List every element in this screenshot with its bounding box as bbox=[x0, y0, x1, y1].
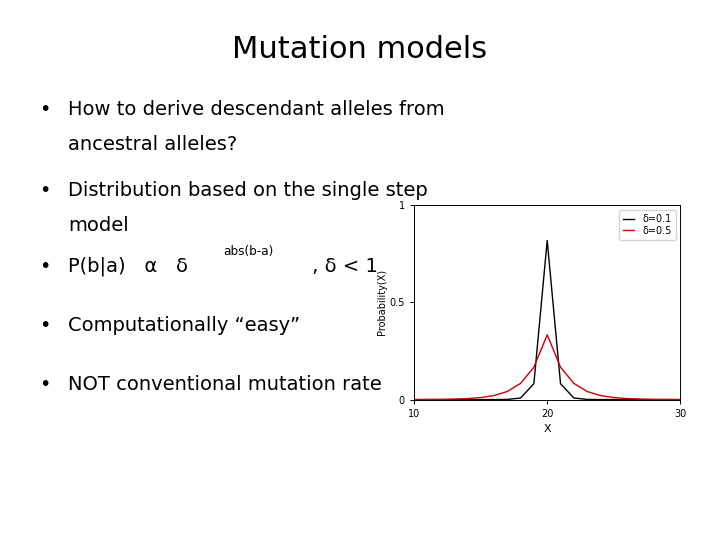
δ=0.1 bbox=[490, 396, 498, 403]
δ=0.1 bbox=[423, 396, 431, 403]
Text: abs(b-a): abs(b-a) bbox=[223, 245, 274, 258]
Line: δ=0.1: δ=0.1 bbox=[414, 240, 680, 400]
δ=0.5 bbox=[449, 396, 458, 402]
δ=0.1 bbox=[530, 381, 539, 387]
δ=0.1 bbox=[436, 396, 445, 403]
δ=0.5 bbox=[410, 396, 418, 403]
Legend: δ=0.1, δ=0.5: δ=0.1, δ=0.5 bbox=[619, 210, 675, 240]
δ=0.1 bbox=[676, 396, 685, 403]
Text: •: • bbox=[40, 181, 51, 200]
δ=0.1 bbox=[570, 395, 578, 401]
δ=0.1 bbox=[463, 396, 472, 403]
δ=0.1 bbox=[636, 396, 645, 403]
δ=0.1 bbox=[449, 396, 458, 403]
δ=0.5 bbox=[423, 396, 431, 403]
δ=0.5 bbox=[556, 364, 564, 370]
δ=0.1 bbox=[556, 381, 564, 387]
δ=0.5 bbox=[503, 388, 511, 395]
δ=0.5 bbox=[663, 396, 672, 403]
Text: •: • bbox=[40, 316, 51, 335]
δ=0.5 bbox=[543, 332, 552, 338]
δ=0.5 bbox=[623, 395, 631, 402]
Text: model: model bbox=[68, 216, 129, 235]
X-axis label: X: X bbox=[544, 424, 551, 434]
δ=0.5 bbox=[676, 396, 685, 403]
δ=0.5 bbox=[530, 364, 539, 370]
δ=0.5 bbox=[477, 394, 485, 401]
Text: Mutation models: Mutation models bbox=[233, 35, 487, 64]
Text: •: • bbox=[40, 100, 51, 119]
δ=0.1 bbox=[623, 396, 631, 403]
δ=0.1 bbox=[477, 396, 485, 403]
δ=0.5 bbox=[636, 396, 645, 402]
Text: How to derive descendant alleles from: How to derive descendant alleles from bbox=[68, 100, 445, 119]
δ=0.1 bbox=[503, 396, 511, 403]
δ=0.1 bbox=[543, 237, 552, 244]
Text: Distribution based on the single step: Distribution based on the single step bbox=[68, 181, 428, 200]
Text: •: • bbox=[40, 375, 51, 394]
δ=0.5 bbox=[596, 392, 605, 399]
Text: ancestral alleles?: ancestral alleles? bbox=[68, 135, 238, 154]
δ=0.1 bbox=[596, 396, 605, 403]
δ=0.5 bbox=[649, 396, 658, 403]
δ=0.1 bbox=[583, 396, 592, 403]
Text: P(b|a)   α   δ: P(b|a) α δ bbox=[68, 256, 189, 276]
δ=0.1 bbox=[609, 396, 618, 403]
δ=0.5 bbox=[570, 380, 578, 387]
δ=0.5 bbox=[436, 396, 445, 403]
δ=0.5 bbox=[516, 380, 525, 387]
δ=0.1 bbox=[649, 396, 658, 403]
Line: δ=0.5: δ=0.5 bbox=[414, 335, 680, 400]
δ=0.5 bbox=[463, 395, 472, 402]
δ=0.5 bbox=[609, 394, 618, 401]
δ=0.5 bbox=[583, 388, 592, 395]
Text: NOT conventional mutation rate: NOT conventional mutation rate bbox=[68, 375, 382, 394]
Text: , δ < 1: , δ < 1 bbox=[306, 256, 378, 275]
δ=0.1 bbox=[663, 396, 672, 403]
δ=0.1 bbox=[410, 396, 418, 403]
Text: Computationally “easy”: Computationally “easy” bbox=[68, 316, 300, 335]
Y-axis label: Probability(X): Probability(X) bbox=[377, 269, 387, 335]
δ=0.5 bbox=[490, 392, 498, 399]
Text: •: • bbox=[40, 256, 51, 275]
δ=0.1 bbox=[516, 395, 525, 401]
